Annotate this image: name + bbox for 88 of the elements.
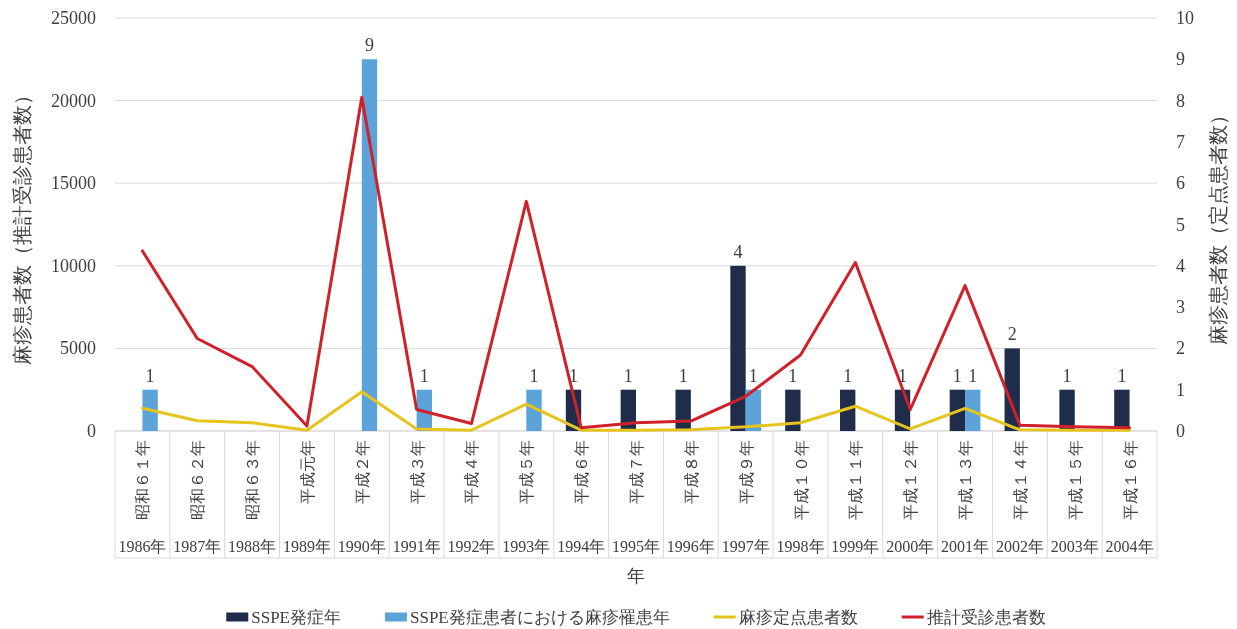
y2-tick-label: 10 [1176, 8, 1194, 28]
x-tick-label: 2003年 [1050, 537, 1099, 555]
line-series [140, 95, 1132, 430]
y2-tick-label: 8 [1176, 90, 1185, 111]
x-tick-label: 1991年 [392, 537, 441, 555]
x-tick-label: 1986年 [118, 537, 167, 555]
line-series [140, 390, 1132, 432]
y2-tick-label: 9 [1176, 49, 1185, 70]
data-label: 1 [145, 365, 155, 386]
data-label: 1 [788, 365, 798, 386]
x-tick-label: 1998年 [776, 537, 825, 555]
data-label: 1 [968, 365, 978, 386]
y-tick-label: 25000 [51, 8, 96, 28]
text: 平成５年 [517, 440, 535, 504]
text: 平成３年 [408, 440, 426, 504]
text: 平成６年 [572, 440, 590, 504]
text: 平成１２年 [901, 440, 919, 520]
y2-tick-label: 4 [1176, 255, 1185, 276]
data-label: 1 [419, 365, 429, 386]
data-label: 1 [952, 365, 962, 386]
y-tick-label: 10000 [51, 255, 96, 276]
y2-tick-label: 2 [1176, 338, 1185, 359]
text: 平成１３年 [956, 440, 974, 520]
y2-axis-title: 麻疹患者数（定点患者数） [1207, 104, 1229, 345]
data-label: 1 [678, 365, 688, 386]
y2-tick-label: 3 [1176, 297, 1185, 318]
text: 平成４年 [462, 440, 480, 504]
y2-tick-label: 6 [1176, 173, 1185, 194]
data-label: 9 [364, 35, 374, 56]
x-tick-label: 1988年 [228, 537, 277, 555]
text: 平成８年 [682, 440, 700, 504]
x-tick-label: 1989年 [282, 537, 331, 555]
y-tick-label: 0 [87, 421, 96, 441]
text: 平成１５年 [1066, 440, 1084, 520]
x-tick-label: 1997年 [721, 537, 770, 555]
x-tick-label: 1992年 [447, 537, 496, 555]
text: 平成１１年 [846, 440, 864, 520]
x-tick-label: 1994年 [557, 537, 606, 555]
x-tick-label: 2001年 [941, 537, 990, 555]
bar [730, 265, 746, 431]
data-label: 1 [529, 365, 539, 386]
y-axis-title: 麻疹患者数（推計受診患者数） [11, 84, 33, 365]
x-axis-title: 年 [627, 566, 645, 586]
bar [361, 59, 378, 431]
text: 昭和６１年 [133, 440, 151, 520]
bar [785, 389, 801, 431]
data-label: 1 [898, 365, 908, 386]
bar [142, 389, 158, 431]
y2-tick-label: 7 [1176, 131, 1185, 152]
text: 平成１０年 [792, 440, 810, 520]
data-label: 1 [623, 365, 633, 386]
data-label: 1 [1062, 365, 1072, 386]
legend-label: SSPE発症年 [251, 607, 341, 627]
x-tick-label: 1996年 [666, 537, 715, 555]
text: 平成７年 [627, 440, 645, 504]
y-tick-label: 5000 [60, 338, 96, 359]
x-tick-label: 1995年 [612, 537, 660, 555]
data-label: 1 [843, 365, 853, 386]
data-label: 2 [1007, 324, 1017, 345]
text: 平成元年 [298, 440, 316, 504]
x-tick-label: 1993年 [502, 537, 551, 555]
bar [840, 389, 856, 431]
data-label: 1 [748, 365, 758, 386]
x-tick-label: 2000年 [886, 537, 935, 555]
text: 昭和６３年 [243, 440, 261, 520]
y-tick-label: 20000 [51, 90, 96, 111]
legend-label: 推計受診患者数 [926, 607, 1046, 627]
bar [949, 389, 966, 431]
data-label: 4 [733, 241, 743, 262]
x-tick-label: 1990年 [337, 537, 386, 555]
x-tick-label: 1987年 [173, 537, 222, 555]
y2-tick-label: 5 [1176, 214, 1185, 235]
x-tick-label: 2002年 [995, 537, 1044, 555]
x-tick-label: 2004年 [1105, 537, 1154, 555]
data-label: 1 [568, 365, 578, 386]
x-tick-label: 1999年 [831, 537, 880, 555]
bar [526, 389, 542, 431]
text: 昭和６２年 [188, 440, 206, 520]
legend-label: SSPE発症患者における麻疹罹患年 [410, 607, 670, 627]
text: 平成９年 [737, 440, 755, 504]
data-label: 1 [1117, 365, 1127, 386]
y-tick-label: 15000 [51, 173, 96, 194]
text: 平成１６年 [1121, 440, 1139, 520]
y2-tick-label: 0 [1176, 421, 1185, 441]
text: 平成１４年 [1011, 440, 1029, 520]
y2-tick-label: 1 [1176, 379, 1185, 400]
text: 平成２年 [353, 440, 371, 504]
legend-label: 麻疹定点患者数 [738, 607, 858, 627]
